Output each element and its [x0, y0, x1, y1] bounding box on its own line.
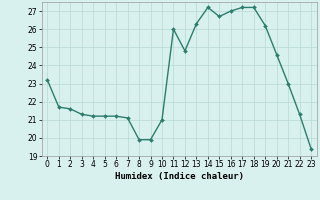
- X-axis label: Humidex (Indice chaleur): Humidex (Indice chaleur): [115, 172, 244, 181]
